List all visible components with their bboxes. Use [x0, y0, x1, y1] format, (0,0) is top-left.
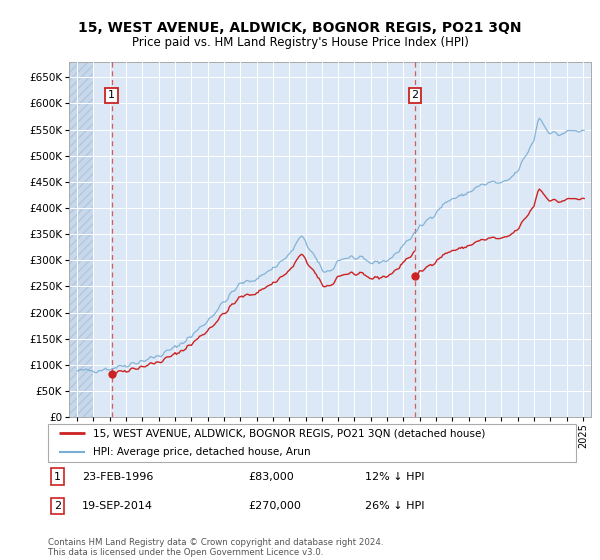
- Text: Contains HM Land Registry data © Crown copyright and database right 2024.
This d: Contains HM Land Registry data © Crown c…: [48, 538, 383, 557]
- Text: 2: 2: [412, 90, 419, 100]
- Text: 12% ↓ HPI: 12% ↓ HPI: [365, 472, 424, 482]
- Text: 1: 1: [54, 472, 61, 482]
- Text: £270,000: £270,000: [248, 501, 302, 511]
- Text: 15, WEST AVENUE, ALDWICK, BOGNOR REGIS, PO21 3QN: 15, WEST AVENUE, ALDWICK, BOGNOR REGIS, …: [78, 21, 522, 35]
- Text: 26% ↓ HPI: 26% ↓ HPI: [365, 501, 424, 511]
- Bar: [69, 62, 94, 417]
- FancyBboxPatch shape: [48, 424, 576, 462]
- Text: 15, WEST AVENUE, ALDWICK, BOGNOR REGIS, PO21 3QN (detached house): 15, WEST AVENUE, ALDWICK, BOGNOR REGIS, …: [93, 428, 485, 438]
- Text: HPI: Average price, detached house, Arun: HPI: Average price, detached house, Arun: [93, 447, 311, 458]
- Text: £83,000: £83,000: [248, 472, 295, 482]
- Text: 1: 1: [108, 90, 115, 100]
- Text: 23-FEB-1996: 23-FEB-1996: [82, 472, 154, 482]
- Text: 19-SEP-2014: 19-SEP-2014: [82, 501, 154, 511]
- Text: Price paid vs. HM Land Registry's House Price Index (HPI): Price paid vs. HM Land Registry's House …: [131, 36, 469, 49]
- Text: 2: 2: [54, 501, 61, 511]
